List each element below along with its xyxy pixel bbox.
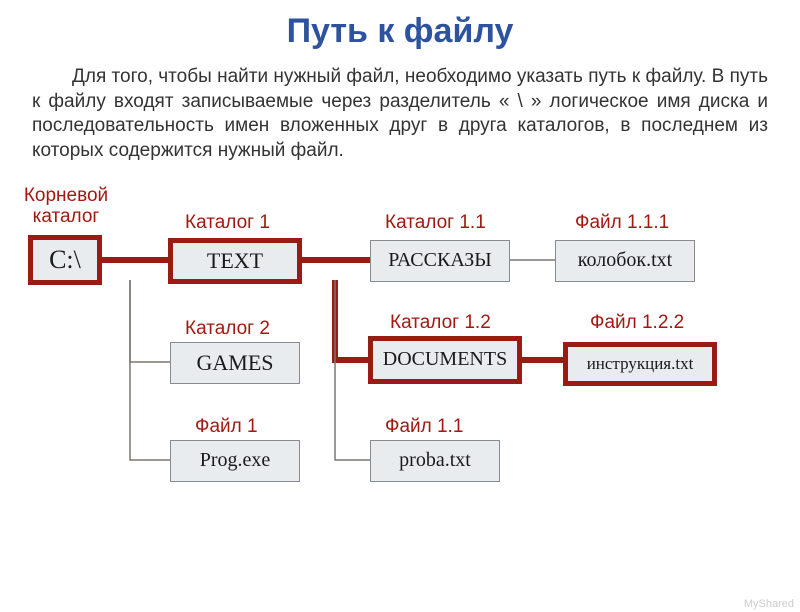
edge-root-prog (130, 280, 170, 460)
label-proba: Файл 1.1 (385, 416, 463, 438)
label-instr: Файл 1.2.2 (590, 312, 684, 334)
label-text: Каталог 1 (185, 212, 270, 234)
label-docs: Каталог 1.2 (390, 312, 491, 334)
node-docs: DOCUMENTS (370, 338, 520, 382)
edge-root-games (130, 280, 170, 362)
node-root: C:\ (30, 237, 100, 283)
node-proba: proba.txt (370, 440, 500, 482)
label-rasskazy: Каталог 1.1 (385, 212, 486, 234)
node-text: TEXT (170, 240, 300, 282)
edge-text-docs (335, 280, 370, 360)
edge-text-proba (335, 280, 370, 460)
node-instr: инструкция.txt (565, 344, 715, 384)
label-prog: Файл 1 (195, 416, 258, 438)
label-root: Корневойкаталог (16, 186, 116, 228)
node-prog: Prog.exe (170, 440, 300, 482)
node-rasskazy: РАССКАЗЫ (370, 240, 510, 282)
node-games: GAMES (170, 342, 300, 384)
description-paragraph: Для того, чтобы найти нужный файл, необх… (32, 65, 768, 164)
page-title: Путь к файлу (0, 12, 800, 51)
label-games: Каталог 2 (185, 318, 270, 340)
node-kolobok: колобок.txt (555, 240, 695, 282)
label-kolobok: Файл 1.1.1 (575, 212, 669, 234)
file-tree-diagram: C:\КорневойкаталогTEXTКаталог 1GAMESКата… (0, 172, 800, 552)
